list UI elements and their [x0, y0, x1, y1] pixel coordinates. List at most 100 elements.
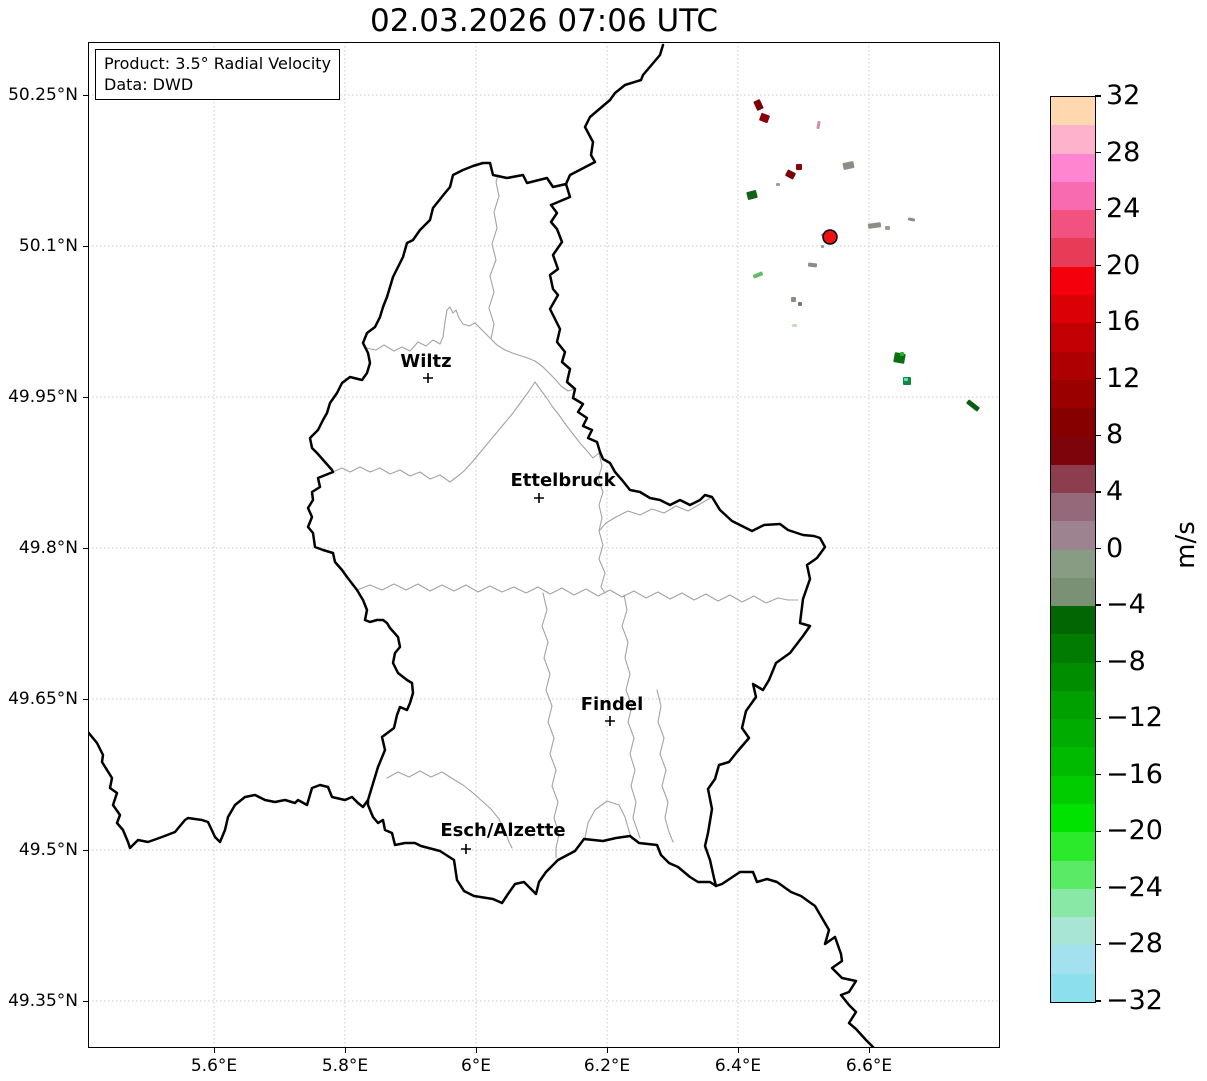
colorbar-tick	[1095, 887, 1101, 889]
city-label: Wiltz	[400, 351, 451, 372]
colorbar-band	[1051, 351, 1095, 380]
colorbar-band	[1051, 832, 1095, 861]
colorbar-band	[1051, 408, 1095, 437]
colorbar-band	[1051, 492, 1095, 522]
colorbar-band	[1051, 719, 1095, 748]
district-border	[621, 594, 641, 839]
colorbar-tick-label: 4	[1106, 475, 1124, 507]
colorbar-tick-label: −8	[1106, 645, 1146, 677]
radar-site-marker	[822, 229, 838, 245]
x-axis-tick-label: 5.6°E	[190, 1056, 238, 1076]
radar-echo	[867, 222, 882, 229]
radar-echo	[753, 99, 764, 111]
colorbar-tick	[1095, 604, 1101, 606]
colorbar-band	[1051, 945, 1095, 974]
colorbar-tick-label: −20	[1106, 815, 1163, 847]
district-border	[365, 306, 576, 392]
y-axis-tick	[83, 547, 88, 549]
colorbar-band	[1051, 860, 1095, 889]
x-axis-tick-label: 6.6°E	[845, 1056, 893, 1076]
colorbar-band	[1051, 181, 1095, 211]
radar-echo	[816, 120, 821, 130]
y-axis-tick-label: 50.25°N	[8, 85, 78, 105]
colorbar-band	[1051, 379, 1095, 409]
colorbar-tick-label: 12	[1106, 362, 1141, 394]
district-border	[332, 466, 465, 483]
x-axis-tick-label: 6.2°E	[583, 1056, 631, 1076]
colorbar-tick	[1095, 151, 1101, 154]
colorbar-band	[1051, 888, 1095, 918]
radar-echo	[796, 164, 802, 170]
city-marker	[423, 373, 433, 383]
y-axis-tick-label: 49.35°N	[8, 991, 78, 1011]
colorbar-tick	[1095, 95, 1101, 97]
y-axis-tick	[83, 94, 88, 96]
colorbar-band	[1051, 662, 1095, 691]
colorbar-tick-label: −4	[1106, 588, 1146, 620]
colorbar-band	[1051, 577, 1095, 607]
x-axis-tick	[606, 1048, 608, 1053]
colorbar-tick	[1095, 491, 1101, 493]
radar-echo	[798, 302, 802, 306]
district-border	[488, 174, 500, 340]
city-marker	[461, 844, 471, 854]
district-border	[356, 583, 799, 604]
city-label: Esch/Alzette	[440, 820, 565, 841]
y-axis-tick	[83, 849, 88, 851]
radar-echo	[842, 161, 855, 170]
colorbar-tick	[1095, 547, 1101, 550]
radar-echo	[746, 190, 758, 200]
colorbar	[1050, 96, 1096, 1003]
country-borders	[88, 43, 875, 1048]
district-borders	[332, 174, 799, 859]
colorbar-tick-label: 24	[1106, 193, 1141, 225]
colorbar-tick-label: −12	[1106, 702, 1163, 734]
colorbar-band	[1051, 973, 1095, 1002]
map-canvas: Wiltz Ettelbruck Findel Esch/Alzette	[88, 42, 1000, 1048]
colorbar-band	[1051, 634, 1095, 663]
colorbar-tick-label: 8	[1106, 419, 1124, 451]
y-axis-tick-label: 49.8°N	[18, 538, 78, 558]
colorbar-tick	[1095, 717, 1101, 719]
radar-echoes	[746, 99, 980, 412]
x-axis-tick	[737, 1048, 739, 1053]
colorbar-tick	[1095, 265, 1101, 267]
y-axis-tick	[83, 245, 88, 247]
data-source-line: Data: DWD	[104, 75, 194, 95]
colorbar-tick-label: 28	[1106, 136, 1141, 168]
colorbar-band	[1051, 917, 1095, 946]
colorbar-tick-label: 0	[1106, 532, 1124, 564]
colorbar-band	[1051, 210, 1095, 239]
colorbar-tick	[1095, 208, 1101, 210]
district-border	[584, 800, 633, 840]
district-border	[656, 689, 674, 843]
district-border	[597, 452, 604, 532]
x-axis-tick-label: 6°E	[460, 1056, 492, 1076]
colorbar-tick-label: 20	[1106, 249, 1141, 281]
radar-echo	[785, 169, 796, 180]
x-axis-tick-label: 6.4°E	[714, 1056, 762, 1076]
france-belgium-border	[88, 730, 370, 850]
radar-echo	[900, 352, 904, 356]
colorbar-band	[1051, 690, 1095, 720]
radar-echo	[904, 378, 908, 381]
colorbar-band	[1051, 549, 1095, 578]
radar-echo	[776, 183, 780, 186]
y-axis-tick-label: 50.1°N	[18, 236, 78, 256]
radar-echo	[907, 217, 916, 222]
colorbar-tick	[1095, 943, 1101, 946]
radar-echo	[752, 271, 764, 279]
colorbar-band	[1051, 775, 1095, 805]
x-axis-tick	[213, 1048, 215, 1053]
colorbar-tick-label: 16	[1106, 306, 1141, 338]
x-axis-tick	[344, 1048, 346, 1053]
colorbar-unit-label: m/s	[1171, 521, 1201, 569]
colorbar-tick	[1095, 830, 1101, 832]
colorbar-tick-label: −32	[1106, 984, 1163, 1016]
y-axis-tick	[83, 698, 88, 700]
colorbar-band	[1051, 804, 1095, 833]
colorbar-band	[1051, 125, 1095, 154]
luxembourg-border	[306, 161, 827, 905]
district-border	[541, 592, 560, 859]
page-title: 02.03.2026 07:06 UTC	[370, 3, 718, 39]
